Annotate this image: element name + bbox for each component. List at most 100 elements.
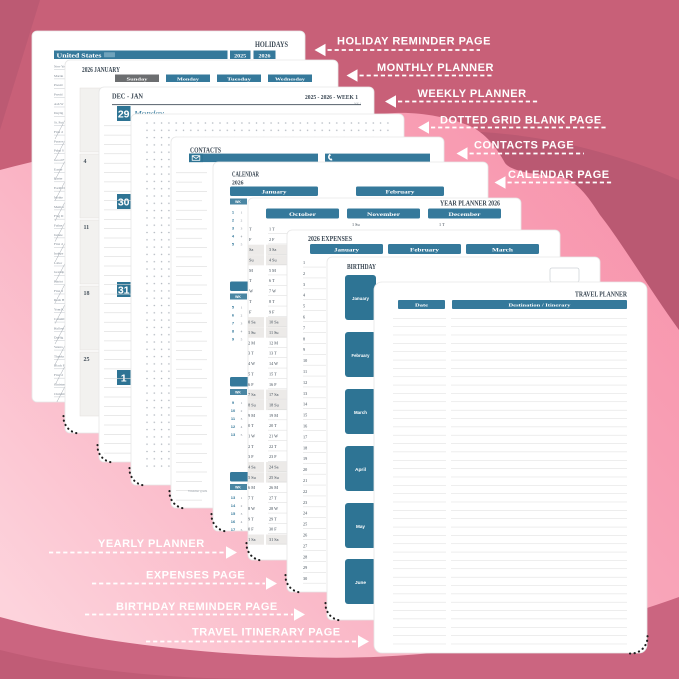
svg-text:2: 2 <box>303 271 305 276</box>
svg-text:30 F: 30 F <box>269 527 277 532</box>
svg-text:DOTTED GRID BLANK PAGE: DOTTED GRID BLANK PAGE <box>440 115 602 127</box>
svg-text:25 Su: 25 Su <box>246 475 257 480</box>
svg-text:5: 5 <box>241 338 243 342</box>
svg-text:Easter: Easter <box>54 167 63 171</box>
svg-text:TRAVEL ITINERARY PAGE: TRAVEL ITINERARY PAGE <box>192 627 341 639</box>
svg-text:2025 - 2026 - WEEK 1: 2025 - 2026 - WEEK 1 <box>305 95 358 101</box>
svg-text:22: 22 <box>303 489 307 494</box>
svg-text:16: 16 <box>303 424 307 429</box>
svg-text:19 M: 19 M <box>269 413 278 418</box>
svg-text:18 Su: 18 Su <box>269 402 280 407</box>
svg-text:22 T: 22 T <box>269 444 277 449</box>
svg-text:14: 14 <box>231 503 236 508</box>
svg-text:1: 1 <box>241 496 243 500</box>
svg-text:13 T: 13 T <box>269 351 277 356</box>
svg-text:Vetera: Vetera <box>54 345 63 349</box>
svg-text:18: 18 <box>84 291 90 297</box>
svg-text:5 M: 5 M <box>246 268 253 273</box>
svg-text:25: 25 <box>303 522 307 527</box>
svg-text:1 T: 1 T <box>439 222 445 227</box>
svg-text:18: 18 <box>303 445 307 450</box>
svg-text:2: 2 <box>241 219 243 223</box>
svg-text:New Ye: New Ye <box>54 65 65 69</box>
svg-text:YEAR PLANNER 2026: YEAR PLANNER 2026 <box>440 201 501 208</box>
svg-text:Earth D: Earth D <box>54 186 65 190</box>
svg-text:15 T: 15 T <box>246 371 254 376</box>
svg-text:20: 20 <box>303 467 307 472</box>
svg-text:1 T: 1 T <box>269 227 275 232</box>
svg-text:2: 2 <box>241 409 243 413</box>
svg-text:16: 16 <box>231 519 236 524</box>
svg-text:11 Su: 11 Su <box>269 330 279 335</box>
svg-text:3: 3 <box>241 512 243 516</box>
svg-text:26 M: 26 M <box>246 485 255 490</box>
svg-text:Mothe: Mothe <box>54 195 63 199</box>
svg-text:3: 3 <box>241 417 243 421</box>
svg-text:United States: United States <box>57 53 103 59</box>
svg-text:2: 2 <box>232 218 235 223</box>
svg-text:Monday: Monday <box>133 110 165 117</box>
svg-text:Presid: Presid <box>54 83 63 87</box>
svg-text:10 Sa: 10 Sa <box>269 320 279 325</box>
svg-text:Ash W: Ash W <box>54 102 64 106</box>
svg-text:2025: 2025 <box>234 54 247 59</box>
svg-text:9: 9 <box>232 337 235 342</box>
svg-text:17 Sa: 17 Sa <box>246 392 256 397</box>
svg-text:31: 31 <box>118 285 130 297</box>
svg-text:January: January <box>352 296 369 301</box>
svg-text:4: 4 <box>241 235 243 239</box>
svg-text:20 T: 20 T <box>269 423 277 428</box>
svg-text:5: 5 <box>241 528 243 532</box>
svg-text:19: 19 <box>303 456 307 461</box>
svg-text:Patriot: Patriot <box>54 280 63 284</box>
svg-text:5: 5 <box>232 242 235 247</box>
svg-text:21 W: 21 W <box>269 434 278 439</box>
svg-text:11: 11 <box>231 416 236 421</box>
svg-text:7 W: 7 W <box>246 289 253 294</box>
svg-text:February: February <box>352 353 370 358</box>
svg-text:31 Sa: 31 Sa <box>269 537 279 542</box>
svg-text:Memor: Memor <box>54 205 65 209</box>
svg-text:April: April <box>355 467 366 472</box>
svg-text:HOLIDAY REMINDER PAGE: HOLIDAY REMINDER PAGE <box>337 36 491 48</box>
svg-text:6: 6 <box>232 313 235 318</box>
svg-text:9: 9 <box>232 400 235 405</box>
svg-text:1: 1 <box>232 210 235 215</box>
svg-text:29 T: 29 T <box>246 516 254 521</box>
svg-text:6: 6 <box>303 315 305 320</box>
svg-text:18 Su: 18 Su <box>246 402 257 407</box>
svg-text:13 T: 13 T <box>246 351 254 356</box>
svg-text:12: 12 <box>231 424 236 429</box>
svg-text:10 Sa: 10 Sa <box>246 320 256 325</box>
svg-text:Rosh H: Rosh H <box>54 298 65 302</box>
svg-text:2026: 2026 <box>232 181 244 187</box>
svg-text:Grandp: Grandp <box>54 270 64 274</box>
svg-text:CONTACTS PAGE: CONTACTS PAGE <box>474 140 574 152</box>
svg-text:January: January <box>262 190 288 196</box>
svg-text:WK: WK <box>235 295 241 299</box>
svg-text:MONTHLY PLANNER: MONTHLY PLANNER <box>377 62 494 74</box>
svg-text:2: 2 <box>241 504 243 508</box>
svg-text:28: 28 <box>303 554 307 559</box>
svg-text:Hallow: Hallow <box>54 326 65 330</box>
svg-text:4: 4 <box>303 293 306 298</box>
svg-text:17 Sa: 17 Sa <box>269 392 279 397</box>
svg-text:11 Su: 11 Su <box>246 330 256 335</box>
svg-text:6 T: 6 T <box>246 278 252 283</box>
svg-text:2026 EXPENSES: 2026 EXPENSES <box>308 235 352 243</box>
svg-text:May: May <box>356 524 365 529</box>
svg-text:October: October <box>289 212 317 218</box>
svg-text:4: 4 <box>232 234 235 239</box>
svg-text:23: 23 <box>303 500 307 505</box>
svg-text:Columb: Columb <box>54 317 65 321</box>
svg-text:4: 4 <box>241 425 243 429</box>
svg-text:WK: WK <box>235 391 241 395</box>
svg-text:March: March <box>492 247 513 253</box>
svg-text:February: February <box>386 190 416 196</box>
svg-text:Palm S: Palm S <box>54 149 64 153</box>
svg-text:2026: 2026 <box>259 54 272 59</box>
svg-text:9: 9 <box>303 347 305 352</box>
svg-text:10: 10 <box>231 408 236 413</box>
svg-text:First d: First d <box>54 242 63 246</box>
svg-text:23 F: 23 F <box>246 454 254 459</box>
